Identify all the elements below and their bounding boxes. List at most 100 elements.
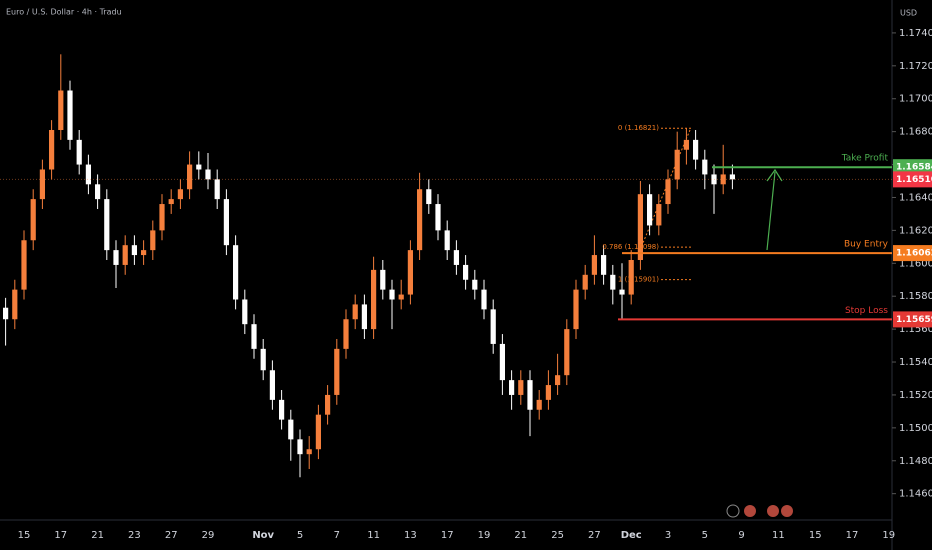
candle-body (334, 348, 340, 395)
candle-body (85, 164, 91, 185)
candle-body (591, 255, 597, 275)
x-tick-label: 15 (809, 530, 822, 541)
x-tick-label: 5 (702, 530, 708, 541)
candle-body (315, 414, 321, 450)
icon (767, 505, 779, 517)
candle-body (306, 449, 312, 455)
candle-body (58, 90, 64, 130)
y-tick-label: 1.14600 (899, 489, 932, 500)
candle-body (417, 189, 423, 251)
x-tick-label: 9 (738, 530, 744, 541)
x-tick-label: 11 (367, 530, 380, 541)
x-tick-label: 23 (128, 530, 141, 541)
candle-body (619, 289, 625, 295)
x-tick-label: 27 (165, 530, 178, 541)
candle-body (555, 375, 561, 386)
candle-body (223, 199, 229, 246)
candle-body (490, 309, 496, 344)
candle-body (582, 274, 588, 290)
candle-body (3, 307, 9, 320)
candle-body (481, 289, 487, 310)
candle-body (499, 343, 505, 381)
candle-body (472, 279, 478, 290)
level-name: Buy Entry (844, 240, 889, 250)
candle-body (76, 139, 82, 165)
x-tick-label: 5 (297, 530, 303, 541)
candle-body (131, 245, 137, 256)
arrow-shaft (766, 171, 776, 251)
y-tick-label: 1.15000 (899, 423, 932, 434)
x-tick-label: 19 (882, 530, 895, 541)
current-price-box (893, 171, 932, 188)
x-tick-label: Nov (252, 530, 274, 541)
candle-body (426, 189, 432, 205)
fib-label: 0.786 (1.16098) (602, 243, 659, 251)
candle-body (95, 184, 101, 200)
x-tick-label: 21 (91, 530, 104, 541)
candle-body (674, 149, 680, 180)
level-price-label: 1.16062 (896, 249, 932, 259)
candle-body (12, 289, 18, 320)
x-tick-label: 15 (18, 530, 31, 541)
candle-body (159, 204, 165, 231)
candle-body (187, 164, 193, 190)
y-tick-label: 1.15200 (899, 390, 932, 401)
icon (781, 505, 793, 517)
candle-body (122, 245, 128, 265)
y-tick-label: 1.15400 (899, 357, 932, 368)
candle-body (527, 380, 533, 410)
candle-body (113, 250, 119, 265)
x-tick-label: 17 (54, 530, 67, 541)
candle-body (196, 164, 202, 170)
level-name: Take Profit (841, 154, 889, 164)
x-tick-label: 17 (441, 530, 454, 541)
candle-body (67, 90, 73, 140)
candle-body (656, 204, 662, 226)
candle-body (288, 419, 294, 440)
candle-body (39, 169, 45, 200)
candle-body (573, 289, 579, 330)
candle-body (407, 250, 413, 295)
fib-label: 0 (1.16821) (618, 124, 659, 132)
x-tick-label: 21 (514, 530, 527, 541)
candle-body (104, 199, 110, 251)
x-tick-label: 25 (551, 530, 564, 541)
y-tick-label: 1.16800 (899, 127, 932, 138)
candle-body (444, 230, 450, 251)
candle-body (371, 269, 377, 330)
level-price-box (893, 311, 932, 328)
candle-body (610, 274, 616, 290)
candle-body (279, 399, 285, 420)
candle-body (380, 269, 386, 290)
candle-body (683, 139, 689, 150)
x-tick-label: 3 (665, 530, 671, 541)
chart-title: Euro / U.S. Dollar · 4h · Tradu (6, 8, 122, 17)
candle-body (30, 199, 36, 241)
fib-label: 1 (1.15901) (618, 276, 659, 284)
candle-body (720, 174, 726, 185)
y-tick-label: 1.17400 (899, 28, 932, 39)
candle-body (177, 189, 183, 200)
x-tick-label: 13 (404, 530, 417, 541)
x-tick-label: Dec (621, 530, 642, 541)
arrow-head (766, 168, 783, 182)
y-tick-label: 1.16000 (899, 258, 932, 269)
y-tick-label: 1.16200 (899, 225, 932, 236)
candle-body (168, 199, 174, 205)
level-price-box (893, 159, 932, 176)
x-tick-label: 7 (334, 530, 340, 541)
candle-body (729, 174, 735, 180)
candle-body (628, 260, 634, 295)
level-price-box (893, 245, 932, 262)
x-tick-label: 17 (846, 530, 859, 541)
fib-trend (639, 129, 691, 251)
candle-body (463, 264, 469, 280)
candle-body (453, 250, 459, 265)
candle-body (647, 194, 653, 226)
candle-body (601, 255, 607, 275)
candle-body (545, 385, 551, 400)
x-tick-label: 27 (588, 530, 601, 541)
candle-body (702, 159, 708, 175)
x-tick-label: 29 (202, 530, 215, 541)
